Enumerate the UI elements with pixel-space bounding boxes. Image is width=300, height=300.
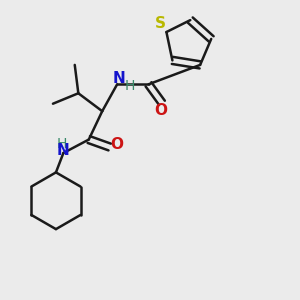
Text: N: N (57, 142, 70, 158)
Text: S: S (155, 16, 166, 31)
Text: N: N (112, 71, 125, 86)
Text: H: H (57, 137, 67, 151)
Text: H: H (124, 79, 135, 93)
Text: O: O (111, 136, 124, 152)
Text: O: O (154, 103, 167, 118)
